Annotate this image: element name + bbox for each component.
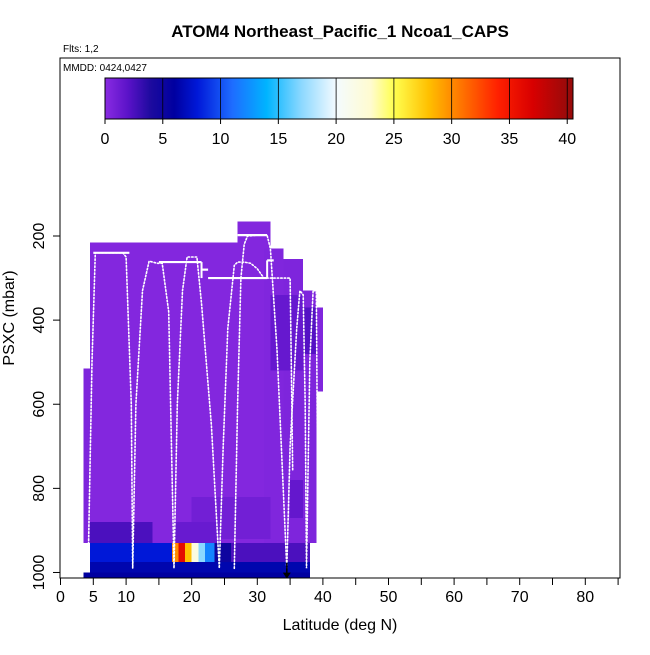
heatmap-cell	[172, 543, 179, 562]
x-tick-label: 20	[183, 589, 201, 606]
heatmap-cell	[90, 242, 264, 544]
chart-title: ATOM4 Northeast_Pacific_1 Ncoa1_CAPS	[171, 22, 509, 41]
x-tick-label: 0	[56, 589, 65, 606]
x-tick-label: 70	[511, 589, 529, 606]
mmdd-label: MMDD: 0424,0427	[63, 63, 147, 74]
heatmap-cell	[198, 543, 205, 562]
heatmap-cell	[90, 561, 310, 573]
heatmap-cell	[303, 307, 317, 354]
colorbar-tick-label: 20	[327, 131, 345, 148]
colorbar-border	[104, 77, 574, 120]
colorbar: 0 5 10 15 20 25 30 35 40	[101, 77, 576, 148]
x-tick-label: 40	[314, 589, 332, 606]
colorbar-tick-label: 0	[101, 131, 110, 148]
colorbar-tick-label: 30	[443, 131, 461, 148]
y-tick-label: 800	[31, 475, 48, 502]
colorbar-tick-label: 15	[269, 131, 287, 148]
colorbar-tick-label: 5	[158, 131, 167, 148]
colorbar-tick-label: 40	[558, 131, 576, 148]
colorbar-tick-label: 25	[385, 131, 403, 148]
y-tick-label: 600	[31, 391, 48, 418]
heatmap-cell	[214, 543, 232, 562]
heatmap-cell	[231, 543, 310, 562]
colorbar-tick-label: 10	[212, 131, 230, 148]
heatmap-cell	[90, 522, 153, 544]
position-marker-head	[282, 572, 291, 578]
heatmap-cell	[185, 543, 192, 562]
flight-track-line	[233, 234, 320, 570]
colorbar-tick-label: 35	[501, 131, 519, 148]
y-tick-label: 200	[31, 223, 48, 250]
x-tick-label: 30	[248, 589, 266, 606]
x-axis-label: Latitude (deg N)	[283, 617, 398, 634]
y-tick-label: 1000	[31, 555, 48, 591]
heatmap-cell	[290, 479, 304, 518]
x-tick-label: 10	[117, 589, 135, 606]
x-tick-label: 80	[576, 589, 594, 606]
plot-frame	[59, 57, 621, 579]
heatmap-cell	[90, 543, 173, 562]
y-axis-label: PSXC (mbar)	[1, 270, 18, 365]
colorbar-fill	[105, 78, 573, 119]
heatmap-cell	[172, 522, 218, 544]
flights-label: Flts: 1,2	[63, 44, 99, 55]
heatmap-cell	[316, 307, 323, 392]
axes: 0 5 10 20 30 40 50 60 70 80 200 400 600 800 1000	[31, 223, 619, 606]
heatmap-cell	[178, 543, 186, 562]
heatmap-cell	[191, 543, 199, 562]
x-tick-label: 50	[380, 589, 398, 606]
heatmap-cells	[83, 221, 323, 578]
heatmap-cell	[83, 368, 91, 544]
x-tick-label: 60	[445, 589, 463, 606]
x-tick-label: 5	[89, 589, 98, 606]
heatmap-cell	[83, 572, 310, 578]
flight-track	[87, 234, 320, 578]
y-tick-label: 400	[31, 307, 48, 334]
heatmap-cell	[204, 543, 215, 562]
